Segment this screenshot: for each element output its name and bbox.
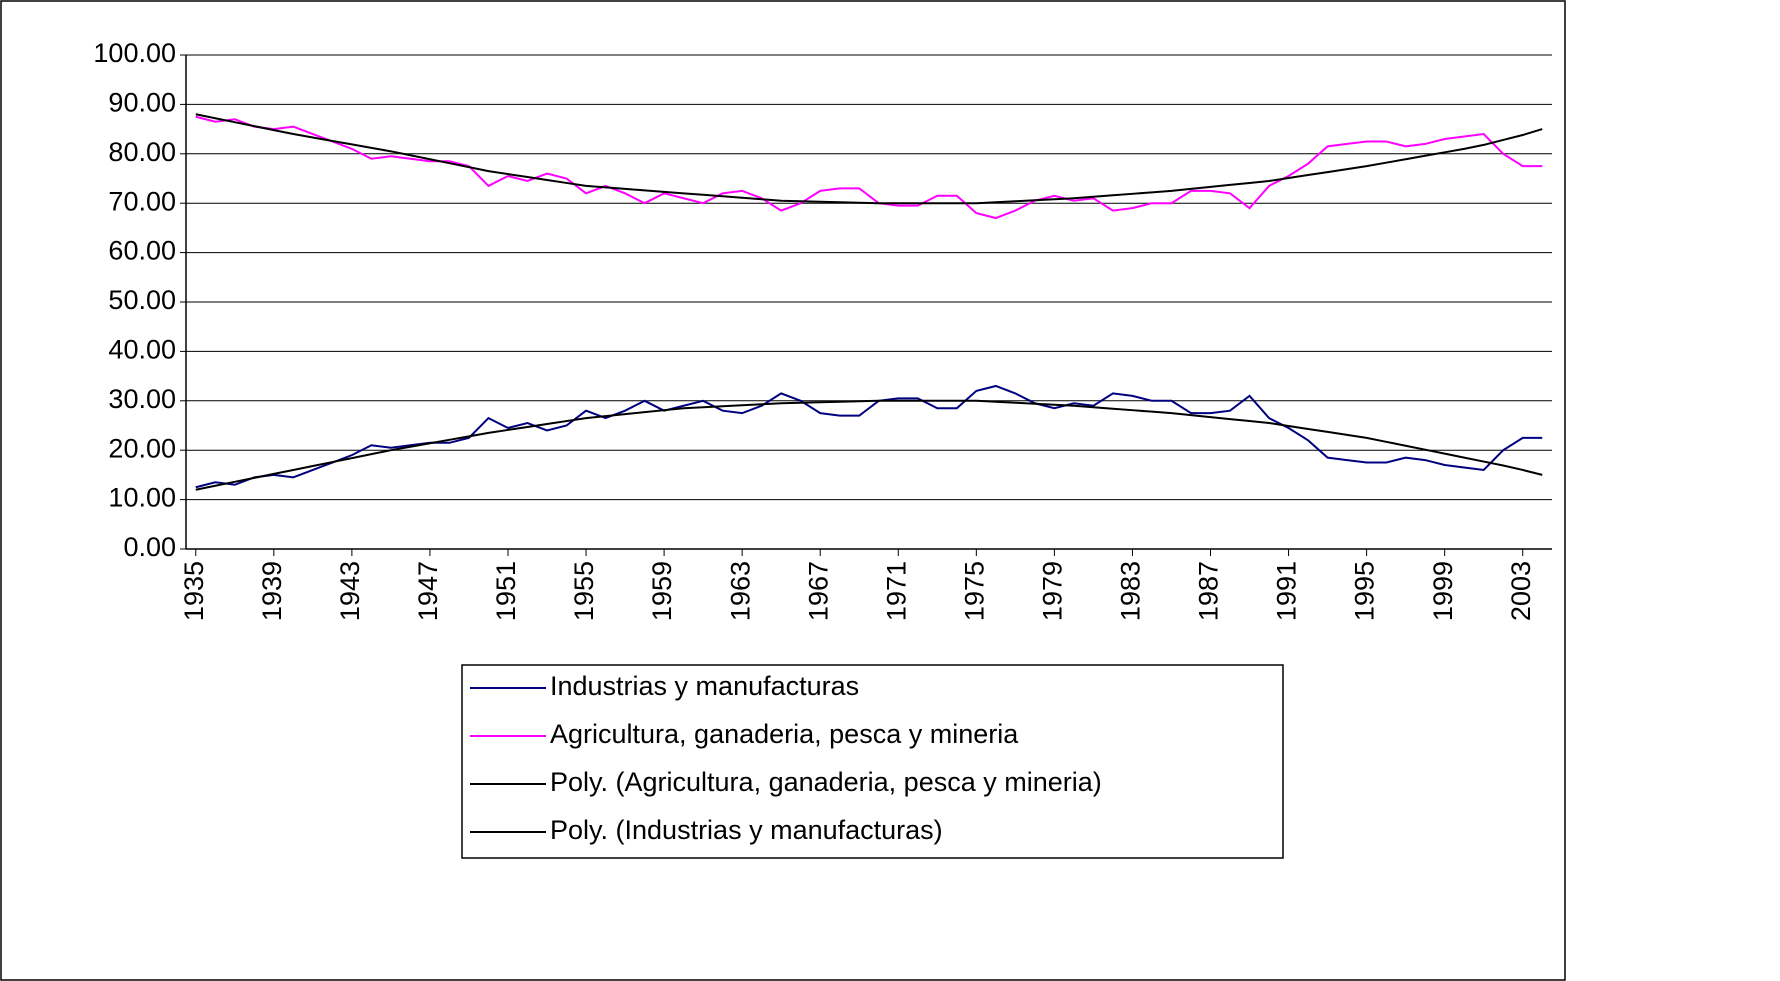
y-tick-label: 70.00 — [108, 186, 176, 216]
x-tick-label: 1943 — [335, 561, 365, 621]
x-tick-label: 2003 — [1506, 561, 1536, 621]
x-tick-label: 1947 — [413, 561, 443, 621]
x-tick-label: 1935 — [179, 561, 209, 621]
y-tick-label: 50.00 — [108, 285, 176, 315]
legend-label: Agricultura, ganaderia, pesca y mineria — [550, 719, 1019, 749]
x-tick-label: 1987 — [1194, 561, 1224, 621]
legend-box — [461, 664, 1284, 859]
y-tick-label: 0.00 — [123, 532, 176, 562]
x-tick-label: 1955 — [569, 561, 599, 621]
y-tick-label: 30.00 — [108, 384, 176, 414]
y-tick-label: 100.00 — [93, 38, 176, 68]
x-tick-label: 1983 — [1116, 561, 1146, 621]
x-tick-label: 1939 — [257, 561, 287, 621]
x-tick-label: 1995 — [1350, 561, 1380, 621]
series-line — [195, 399, 1543, 491]
x-tick-label: 1971 — [881, 561, 911, 621]
legend-label: Poly. (Agricultura, ganaderia, pesca y m… — [550, 767, 1102, 797]
x-tick-label: 1967 — [803, 561, 833, 621]
x-tick-label: 1991 — [1272, 561, 1302, 621]
y-tick-label: 40.00 — [108, 335, 176, 365]
y-tick-label: 10.00 — [108, 483, 176, 513]
x-tick-label: 1999 — [1428, 561, 1458, 621]
y-tick-label: 80.00 — [108, 137, 176, 167]
x-tick-label: 1959 — [647, 561, 677, 621]
x-tick-label: 1975 — [959, 561, 989, 621]
legend-label: Industrias y manufacturas — [550, 671, 859, 701]
x-tick-label: 1963 — [725, 561, 755, 621]
y-tick-label: 20.00 — [108, 433, 176, 463]
y-tick-label: 60.00 — [108, 236, 176, 266]
series-line — [195, 113, 1543, 205]
x-tick-label: 1951 — [491, 561, 521, 621]
x-tick-label: 1979 — [1038, 561, 1068, 621]
legend-label: Poly. (Industrias y manufacturas) — [550, 815, 943, 845]
series-line — [195, 115, 1543, 220]
y-tick-label: 90.00 — [108, 88, 176, 118]
